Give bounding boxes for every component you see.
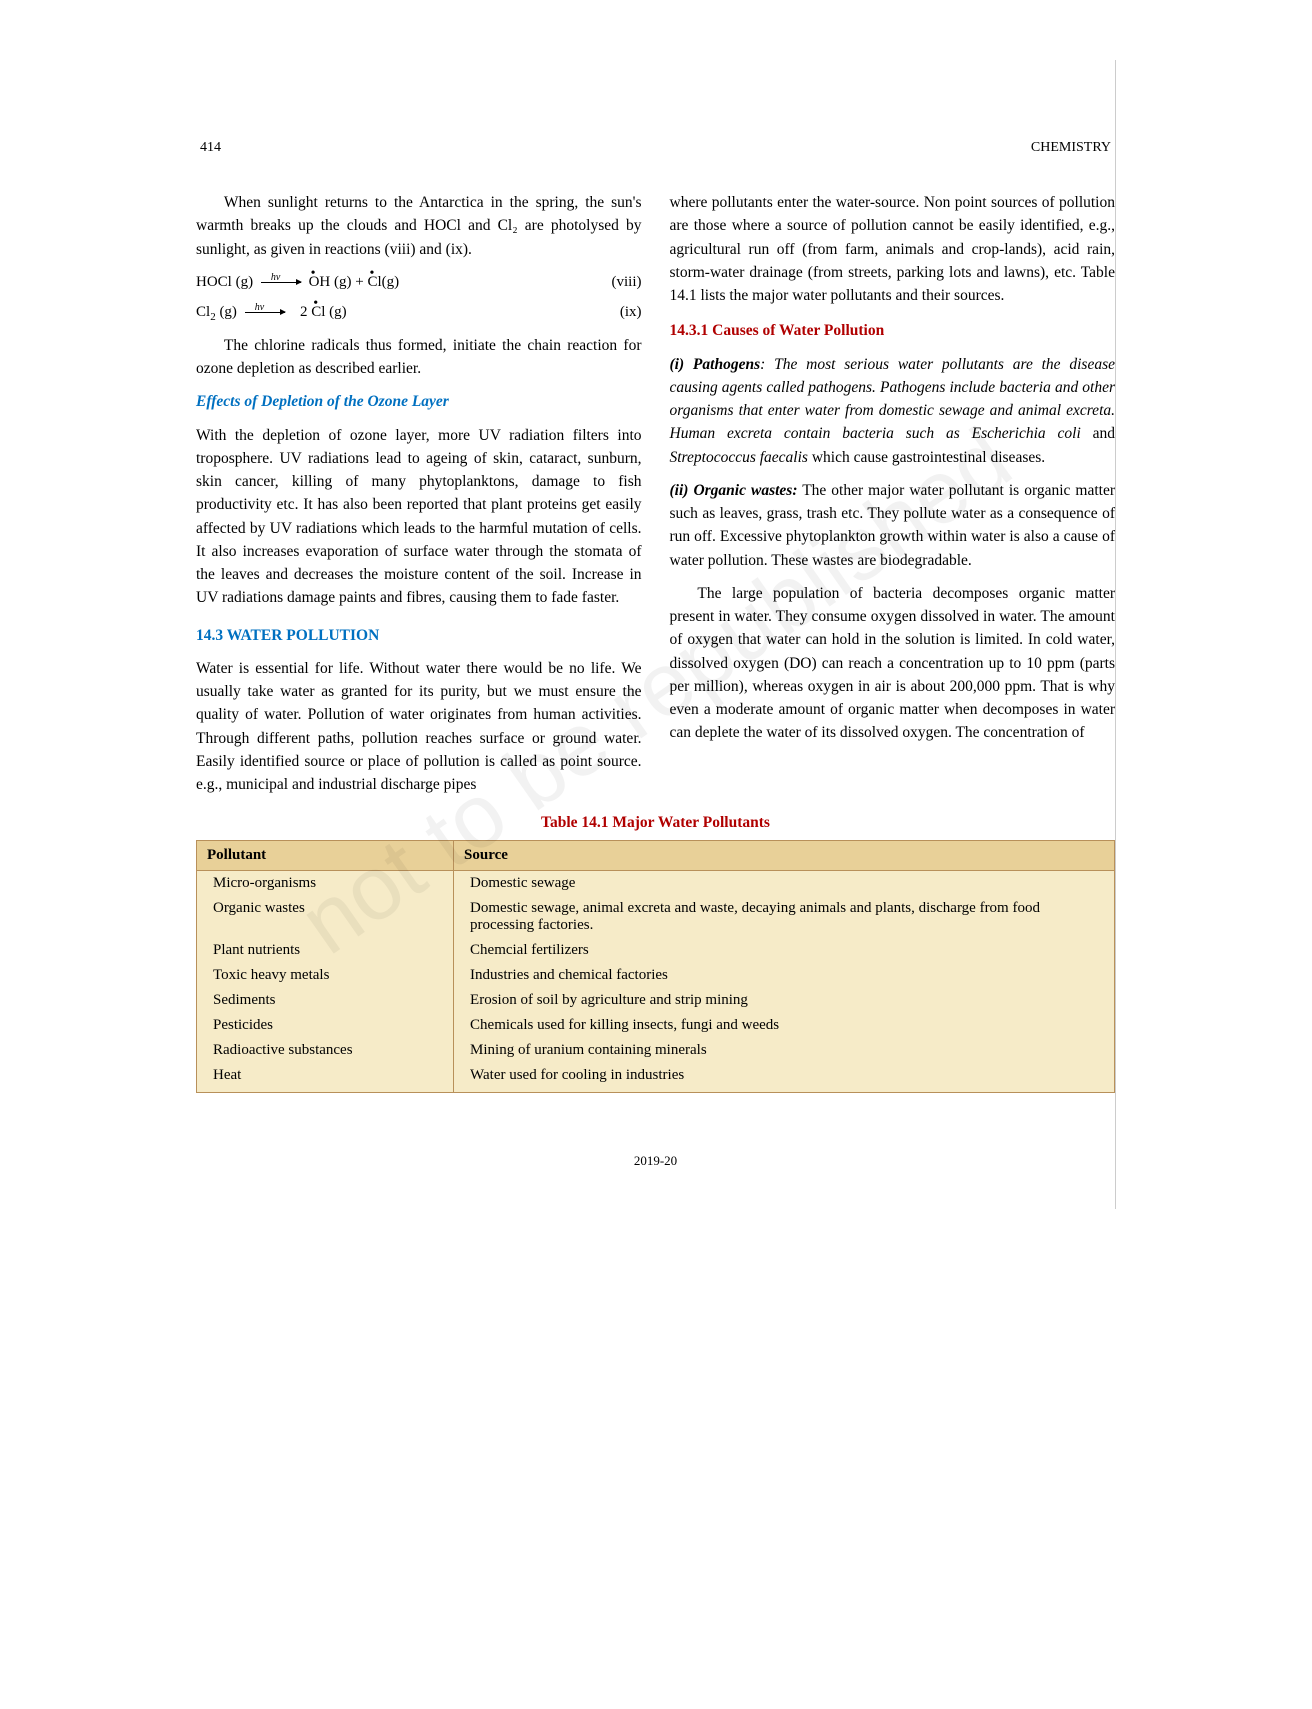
section-heading: 14.3 WATER POLLUTION bbox=[196, 624, 642, 647]
paragraph: Water is essential for life. Without wat… bbox=[196, 657, 642, 797]
pollutants-table: Pollutant Source Micro-organismsDomestic… bbox=[196, 840, 1115, 1093]
paragraph: where pollutants enter the water-source.… bbox=[670, 191, 1116, 307]
equation-ix: Cl2 (g) hv 2 Cl (g) (ix) bbox=[196, 301, 642, 326]
paragraph: The chlorine radicals thus formed, initi… bbox=[196, 334, 642, 381]
paragraph: (i) Pathogens: The most serious water po… bbox=[670, 353, 1116, 469]
paragraph: With the depletion of ozone layer, more … bbox=[196, 424, 642, 610]
table-row: Plant nutrientsChemcial fertilizers bbox=[197, 938, 1115, 963]
table-header: Pollutant bbox=[197, 841, 454, 871]
table-header: Source bbox=[454, 841, 1115, 871]
equation-number: (viii) bbox=[612, 271, 642, 294]
footer-year: 2019-20 bbox=[196, 1153, 1115, 1169]
page: not to be republished 414 CHEMISTRY When… bbox=[196, 60, 1116, 1209]
paragraph: The large population of bacteria decompo… bbox=[670, 582, 1116, 745]
equation-number: (ix) bbox=[620, 301, 642, 326]
section-heading: Effects of Depletion of the Ozone Layer bbox=[196, 390, 642, 413]
page-header: 414 CHEMISTRY bbox=[196, 140, 1115, 156]
table-row: PesticidesChemicals used for killing ins… bbox=[197, 1013, 1115, 1038]
paragraph: When sunlight returns to the Antarctica … bbox=[196, 191, 642, 261]
section-heading: 14.3.1 Causes of Water Pollution bbox=[670, 319, 1116, 342]
subject-label: CHEMISTRY bbox=[1031, 140, 1111, 156]
table-row: SedimentsErosion of soil by agriculture … bbox=[197, 988, 1115, 1013]
reaction-arrow: hv bbox=[245, 312, 285, 313]
equation-viii: HOCl (g) hv OH (g) + Cl(g) (viii) bbox=[196, 271, 642, 294]
page-number: 414 bbox=[200, 140, 221, 156]
two-column-content: When sunlight returns to the Antarctica … bbox=[196, 191, 1115, 796]
table-row: Organic wastesDomestic sewage, animal ex… bbox=[197, 896, 1115, 938]
table-caption: Table 14.1 Major Water Pollutants bbox=[196, 814, 1115, 832]
table-row: Toxic heavy metalsIndustries and chemica… bbox=[197, 963, 1115, 988]
table-row: Micro-organismsDomestic sewage bbox=[197, 871, 1115, 897]
reaction-arrow: hv bbox=[261, 282, 301, 283]
table-row: HeatWater used for cooling in industries bbox=[197, 1063, 1115, 1093]
table-body: Micro-organismsDomestic sewage Organic w… bbox=[197, 871, 1115, 1093]
table-row: Radioactive substancesMining of uranium … bbox=[197, 1038, 1115, 1063]
paragraph: (ii) Organic wastes: The other major wat… bbox=[670, 479, 1116, 572]
